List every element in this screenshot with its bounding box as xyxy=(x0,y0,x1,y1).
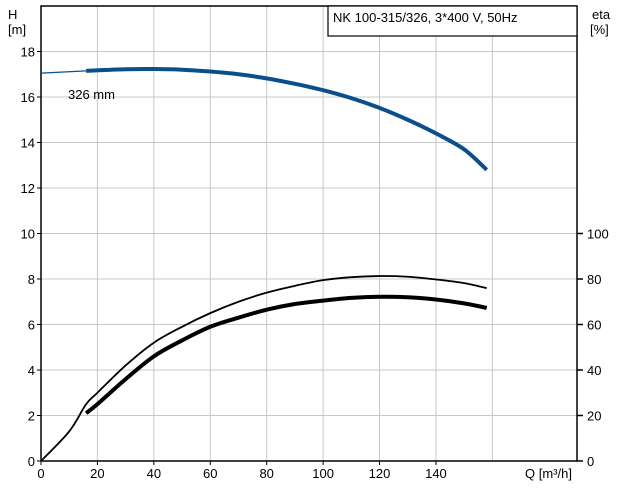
right-tick-label: 80 xyxy=(587,272,601,287)
x-axis-label: Q [m³/h] xyxy=(525,466,572,481)
efficiency-curve-total xyxy=(84,294,488,415)
right-tick-label: 40 xyxy=(587,363,601,378)
right-tick-label: 100 xyxy=(587,227,609,242)
ticks: 0 20 40 60 80 100 120 140 0 2 4 6 8 10 12 14 16 18 0 20 40 60… xyxy=(21,45,609,482)
left-tick-label: 6 xyxy=(28,318,35,333)
head-curve xyxy=(86,66,489,172)
left-tick-label: 14 xyxy=(21,136,35,151)
title-box-border xyxy=(327,5,578,37)
right-axis-label-symbol: eta xyxy=(592,7,611,22)
left-tick-label: 2 xyxy=(28,409,35,424)
head-curve-extension xyxy=(40,70,87,74)
chart-title: NK 100-315/326, 3*400 V, 50Hz xyxy=(333,10,518,25)
impeller-diameter-annotation: 326 mm xyxy=(68,87,115,102)
plot-frame xyxy=(40,5,578,462)
x-tick-label: 100 xyxy=(312,466,334,481)
x-tick-label: 140 xyxy=(425,466,447,481)
right-tick-label: 20 xyxy=(587,409,601,424)
left-tick-label: 0 xyxy=(28,454,35,469)
left-tick-label: 4 xyxy=(28,363,35,378)
x-tick-label: 80 xyxy=(259,466,273,481)
x-tick-label: 0 xyxy=(37,466,44,481)
left-tick-label: 16 xyxy=(21,90,35,105)
title-box: NK 100-315/326, 3*400 V, 50Hz xyxy=(327,5,578,37)
series xyxy=(40,66,489,462)
right-tick-label: 0 xyxy=(587,454,594,469)
grid xyxy=(41,5,577,461)
x-tick-label: 120 xyxy=(369,466,391,481)
right-axis-label-unit: [%] xyxy=(590,22,609,37)
x-tick-label: 20 xyxy=(90,466,104,481)
right-tick-label: 60 xyxy=(587,318,601,333)
left-tick-label: 18 xyxy=(21,45,35,60)
x-tick-label: 40 xyxy=(147,466,161,481)
efficiency-curve-pump xyxy=(40,275,487,462)
left-tick-label: 10 xyxy=(21,227,35,242)
left-tick-label: 12 xyxy=(21,181,35,196)
left-axis-label-unit: [m] xyxy=(8,22,26,37)
left-tick-label: 8 xyxy=(28,272,35,287)
x-tick-label: 60 xyxy=(203,466,217,481)
left-axis-label-symbol: H xyxy=(8,7,17,22)
